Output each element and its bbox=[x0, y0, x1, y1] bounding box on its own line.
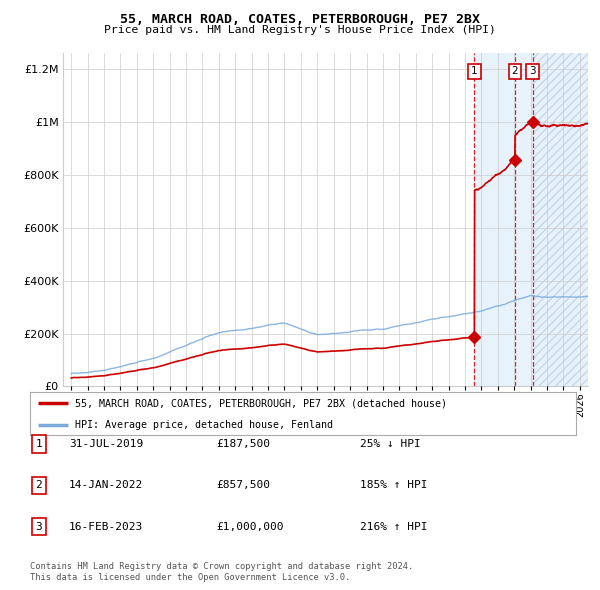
Text: 55, MARCH ROAD, COATES, PETERBOROUGH, PE7 2BX (detached house): 55, MARCH ROAD, COATES, PETERBOROUGH, PE… bbox=[75, 398, 447, 408]
Text: £857,500: £857,500 bbox=[216, 480, 270, 490]
Text: 3: 3 bbox=[35, 522, 43, 532]
Text: 1: 1 bbox=[35, 439, 43, 449]
Bar bbox=[475, 53, 533, 386]
Text: 2: 2 bbox=[35, 480, 43, 490]
Text: 216% ↑ HPI: 216% ↑ HPI bbox=[360, 522, 427, 532]
Text: 3: 3 bbox=[529, 67, 536, 77]
Text: HPI: Average price, detached house, Fenland: HPI: Average price, detached house, Fenl… bbox=[75, 419, 333, 430]
Text: 14-JAN-2022: 14-JAN-2022 bbox=[69, 480, 143, 490]
Text: £187,500: £187,500 bbox=[216, 439, 270, 449]
Text: Price paid vs. HM Land Registry's House Price Index (HPI): Price paid vs. HM Land Registry's House … bbox=[104, 25, 496, 35]
Text: 25% ↓ HPI: 25% ↓ HPI bbox=[360, 439, 421, 449]
Bar bbox=[533, 53, 593, 386]
Bar bbox=[533, 53, 593, 386]
Text: 1: 1 bbox=[471, 67, 478, 77]
Text: 185% ↑ HPI: 185% ↑ HPI bbox=[360, 480, 427, 490]
Text: £1,000,000: £1,000,000 bbox=[216, 522, 284, 532]
Text: 31-JUL-2019: 31-JUL-2019 bbox=[69, 439, 143, 449]
Text: 2: 2 bbox=[511, 67, 518, 77]
Text: 55, MARCH ROAD, COATES, PETERBOROUGH, PE7 2BX: 55, MARCH ROAD, COATES, PETERBOROUGH, PE… bbox=[120, 13, 480, 26]
Text: Contains HM Land Registry data © Crown copyright and database right 2024.: Contains HM Land Registry data © Crown c… bbox=[30, 562, 413, 571]
Text: 16-FEB-2023: 16-FEB-2023 bbox=[69, 522, 143, 532]
Text: This data is licensed under the Open Government Licence v3.0.: This data is licensed under the Open Gov… bbox=[30, 573, 350, 582]
